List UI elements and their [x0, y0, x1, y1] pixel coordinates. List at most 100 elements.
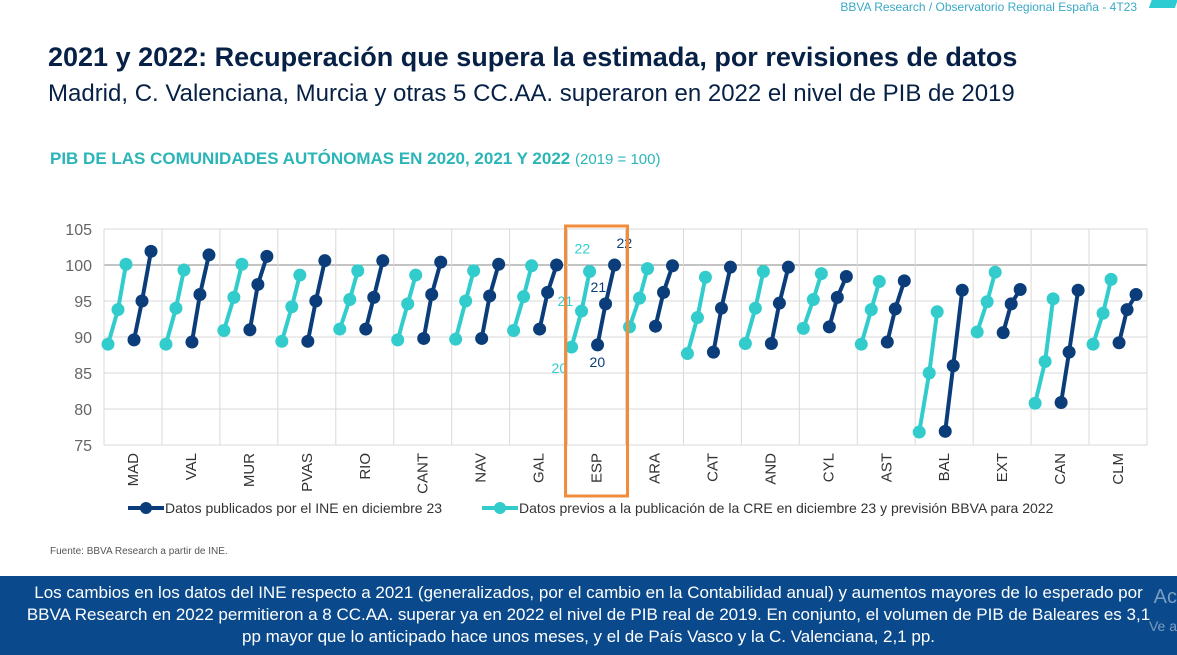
data-point-ine — [492, 257, 506, 271]
y-tick-label: 85 — [74, 366, 92, 383]
data-point-previous — [343, 293, 357, 307]
data-point-ine — [541, 285, 555, 299]
y-tick-label: 100 — [65, 258, 92, 275]
data-point-previous — [748, 301, 762, 315]
x-tick-label-and: AND — [762, 453, 779, 485]
x-tick-label-val: VAL — [183, 453, 200, 480]
data-point-previous — [351, 264, 365, 278]
watermark-line2: Ve a — [1148, 618, 1177, 634]
data-point-ine — [550, 258, 564, 272]
data-point-ine — [666, 259, 679, 273]
data-point-previous — [1096, 306, 1110, 320]
data-point-ine — [359, 322, 373, 336]
data-point-previous — [796, 321, 810, 335]
data-point-previous — [525, 259, 539, 273]
chart-title: PIB DE LAS COMUNIDADES AUTÓNOMAS EN 2020… — [50, 149, 660, 169]
data-point-previous — [169, 301, 183, 315]
chart-title-text: PIB DE LAS COMUNIDADES AUTÓNOMAS EN 2020… — [50, 149, 571, 168]
data-point-ine — [533, 322, 547, 336]
x-tick-label-ast: AST — [878, 453, 895, 482]
data-point-ine — [1120, 303, 1134, 317]
data-point-previous — [217, 324, 231, 338]
data-point-ine — [417, 331, 431, 345]
data-point-previous — [756, 264, 770, 278]
source-note: Fuente: BBVA Research a partir de INE. — [50, 546, 228, 557]
x-tick-label-mad: MAD — [125, 453, 142, 487]
page-subtitle: Madrid, C. Valenciana, Murcia y otras 5 … — [48, 80, 1015, 107]
x-tick-label-pvas: PVAS — [299, 453, 316, 492]
data-point-ine — [1013, 282, 1027, 296]
x-tick-label-ara: ARA — [646, 453, 663, 484]
conclusion-text: Los cambios en los datos del INE respect… — [26, 583, 1151, 646]
data-point-previous — [1038, 354, 1052, 368]
data-point-previous — [988, 265, 1002, 279]
data-point-previous — [738, 336, 752, 350]
data-point-previous — [970, 325, 984, 339]
data-point-previous — [293, 268, 307, 282]
data-point-ine — [772, 296, 786, 310]
data-point-previous — [111, 303, 125, 317]
data-point-ine — [822, 320, 836, 334]
data-point-previous — [449, 332, 463, 346]
data-point-ine — [475, 331, 489, 345]
data-point-ine — [135, 294, 149, 308]
legend-marker-ine — [140, 502, 152, 514]
data-point-ine — [649, 319, 662, 333]
data-point-ine — [996, 326, 1010, 340]
point-label: 22 — [575, 240, 591, 256]
data-point-ine — [946, 359, 960, 373]
data-point-ine — [1062, 345, 1076, 359]
page-title: 2021 y 2022: Recuperación que supera la … — [48, 42, 1018, 72]
data-point-previous — [575, 304, 589, 318]
data-point-ine — [938, 424, 952, 438]
data-point-ine — [434, 255, 448, 269]
data-point-ine — [706, 345, 720, 359]
data-point-previous — [1046, 292, 1060, 306]
x-tick-label-ext: EXT — [994, 453, 1011, 482]
legend-label-previous: Datos previos a la publicación de la CRE… — [519, 500, 1054, 516]
data-point-ine — [425, 288, 439, 302]
data-point-ine — [483, 289, 497, 303]
x-tick-label-bal: BAL — [936, 453, 953, 481]
legend-label-ine: Datos publicados por el INE en diciembre… — [165, 500, 442, 516]
series-line-ine — [247, 255, 269, 331]
data-point-previous — [159, 337, 173, 351]
data-point-ine — [888, 302, 902, 316]
data-point-previous — [227, 290, 241, 304]
data-point-previous — [565, 340, 579, 354]
data-point-ine — [781, 260, 795, 274]
data-point-ine — [202, 248, 216, 262]
data-point-ine — [608, 258, 622, 272]
data-point-ine — [1054, 396, 1068, 410]
point-label: 20 — [590, 354, 606, 370]
data-point-previous — [409, 268, 423, 282]
data-point-previous — [980, 295, 994, 309]
data-point-previous — [1086, 337, 1100, 351]
data-point-previous — [275, 334, 289, 348]
series-line-ine — [1117, 293, 1138, 344]
x-tick-label-rio: RIO — [357, 453, 374, 480]
data-point-ine — [1112, 336, 1126, 350]
x-tick-label-gal: GAL — [531, 453, 548, 483]
conclusion-band: Los cambios en los datos del INE respect… — [0, 576, 1177, 655]
data-point-previous — [333, 322, 347, 336]
data-point-previous — [690, 311, 704, 325]
y-tick-label: 105 — [65, 222, 92, 239]
data-point-ine — [243, 323, 257, 337]
watermark-line1: Ac — [1153, 586, 1177, 608]
series-line-previous — [1033, 298, 1056, 404]
y-tick-label: 80 — [74, 402, 92, 419]
data-point-previous — [922, 366, 936, 380]
data-point-previous — [517, 290, 531, 304]
data-point-ine — [376, 254, 390, 268]
y-tick-label: 90 — [74, 330, 92, 347]
data-point-ine — [367, 290, 381, 304]
data-point-ine — [1129, 288, 1143, 302]
x-tick-label-cat: CAT — [704, 453, 721, 482]
data-point-ine — [1071, 283, 1085, 297]
data-point-previous — [119, 257, 133, 271]
data-point-previous — [864, 303, 878, 317]
series-line-ine — [1001, 288, 1022, 334]
data-point-ine — [318, 254, 332, 268]
